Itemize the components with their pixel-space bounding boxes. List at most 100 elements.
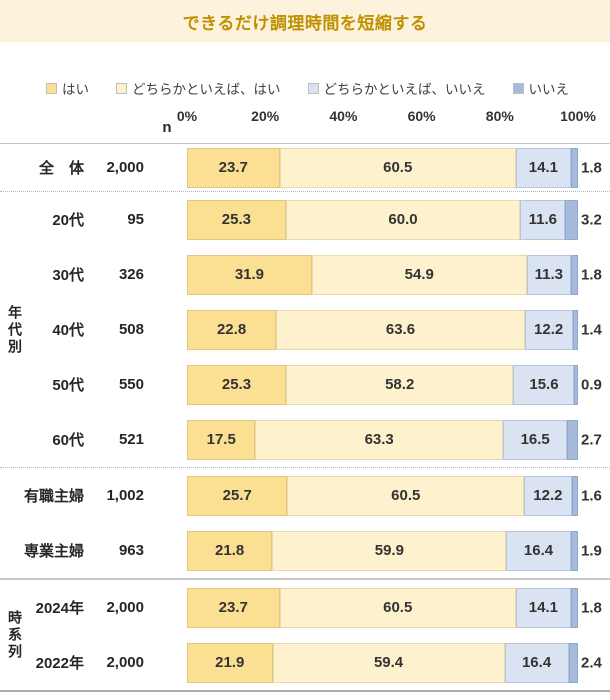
axis-tick-label: 80% [485, 108, 514, 124]
bar-segment: 23.7 [187, 147, 280, 188]
bar-segment: 22.8 [187, 309, 277, 350]
bar-value-label: 63.6 [385, 321, 416, 338]
bar-segment: 15.6 [513, 364, 575, 405]
bar-value-label: 16.4 [521, 654, 552, 671]
bar-value-label-outside: 2.7 [581, 431, 602, 448]
bar-segment: 16.4 [506, 530, 571, 571]
chart-title-bar: できるだけ調理時間を短縮する [0, 0, 610, 42]
legend-swatch-icon [307, 82, 319, 94]
stacked-bar: 31.9 54.9 11.3 1.8 [187, 254, 602, 295]
legend-item: どちらかといえば、はい [116, 78, 281, 98]
bar-segment: 23.7 [187, 587, 280, 628]
row-label: 専業主婦 [23, 543, 84, 560]
bar-value-label-outside: 1.4 [581, 321, 602, 338]
chart-row: 30代 326 31.9 54.9 11.3 1.8 [0, 247, 610, 302]
axis-tick-label: 100% [560, 108, 596, 124]
stacked-bar: 25.3 60.0 11.6 3.2 [187, 199, 602, 240]
bar-segment: 59.4 [272, 642, 505, 683]
bar-segment: 60.5 [279, 587, 516, 628]
row-group: 年代別 20代 95 25.3 60.0 11.6 3.2 30代 326 31.9 54.9 11.… [0, 192, 610, 468]
bar-value-label-outside: 2.4 [581, 654, 602, 671]
bar-segment: 58.2 [285, 364, 514, 405]
bar-value-label: 22.8 [216, 321, 247, 338]
bar-value-label: 54.9 [404, 266, 434, 283]
row-label: 40代 [52, 322, 84, 339]
row-group: 時系列 2024年 2,000 23.7 60.5 14.1 1.8 2022年 2,000 21… [0, 580, 610, 690]
row-label: 50代 [52, 377, 84, 394]
bar-segment: 21.8 [187, 530, 273, 571]
row-n-value: 2,000 [106, 599, 144, 616]
bar-segment [565, 199, 578, 240]
bar-segment: 21.9 [187, 642, 273, 683]
stacked-bar: 23.7 60.5 14.1 1.8 [187, 587, 602, 628]
row-group: 有職主婦 1,002 25.7 60.5 12.2 1.6 専業主婦 963 21.8 59.9 1… [0, 468, 610, 580]
row-label: 2022年 [35, 655, 84, 672]
row-label: 60代 [52, 432, 84, 449]
bar-value-label: 21.9 [215, 654, 245, 671]
row-label: 20代 [52, 212, 84, 229]
bar-segment [568, 642, 578, 683]
stacked-bar: 21.8 59.9 16.4 1.9 [187, 530, 602, 571]
chart-title: できるだけ調理時間を短縮する [182, 13, 428, 33]
bar-value-label: 60.5 [383, 159, 413, 176]
bar-value-label: 60.5 [391, 487, 421, 504]
bar-segment: 12.2 [524, 475, 572, 516]
row-n-value: 963 [118, 542, 144, 559]
bar-segment: 16.5 [502, 419, 568, 460]
bar-value-label: 60.5 [383, 599, 413, 616]
bar-segment: 25.3 [187, 199, 286, 240]
legend-label: はい [62, 82, 89, 97]
bar-value-label: 25.3 [221, 211, 251, 228]
bar-value-label: 15.6 [529, 376, 559, 393]
bar-value-label-outside: 3.2 [581, 211, 602, 228]
row-n-value: 326 [118, 266, 144, 283]
bar-value-label: 25.3 [221, 376, 252, 393]
stacked-bar: 22.8 63.6 12.2 1.4 [187, 309, 602, 350]
row-label: 全 体 [38, 160, 84, 177]
bar-value-label: 23.7 [218, 159, 248, 176]
bar-segment [571, 475, 578, 516]
row-label: 30代 [52, 267, 84, 284]
row-label: 2024年 [35, 600, 84, 617]
bar-value-label-outside: 1.9 [581, 542, 602, 559]
row-group: 全 体 2,000 23.7 60.5 14.1 1.8 [0, 144, 610, 192]
bar-segment: 14.1 [515, 587, 571, 628]
bar-segment: 59.9 [272, 530, 507, 571]
stacked-bar: 21.9 59.4 16.4 2.4 [187, 642, 602, 683]
bar-segment: 60.5 [279, 147, 516, 188]
bar-segment [567, 419, 578, 460]
chart-row: 20代 95 25.3 60.0 11.6 3.2 [0, 192, 610, 247]
bar-segment [574, 364, 578, 405]
bar-value-label-outside: 1.8 [581, 159, 602, 176]
bar-segment [570, 530, 578, 571]
chart-row: 2022年 2,000 21.9 59.4 16.4 2.4 [0, 635, 610, 690]
chart-row: 50代 550 25.3 58.2 15.6 0.9 [0, 357, 610, 412]
row-n-value: 508 [118, 321, 144, 338]
bar-value-label-outside: 1.8 [581, 266, 602, 283]
bar-segment: 17.5 [187, 419, 256, 460]
bar-segment: 31.9 [187, 254, 312, 295]
chart-row: 専業主婦 963 21.8 59.9 16.4 1.9 [0, 523, 610, 578]
bar-value-label: 59.9 [374, 542, 404, 559]
chart-row: 60代 521 17.5 63.3 16.5 2.7 [0, 412, 610, 467]
legend-label: どちらかといえば、いいえ [323, 82, 486, 97]
row-label: 有職主婦 [23, 488, 84, 505]
bar-segment: 60.0 [285, 199, 521, 240]
legend-label: いいえ [528, 82, 570, 97]
bar-value-label: 11.3 [534, 266, 563, 283]
row-n-value: 2,000 [106, 159, 144, 176]
row-n-value: 550 [118, 376, 144, 393]
plot: 全 体 2,000 23.7 60.5 14.1 1.8 年代別 20代 95 25.3 60.0 1… [0, 143, 610, 692]
bar-segment: 12.2 [524, 309, 573, 350]
legend-item: いいえ [512, 78, 570, 98]
bar-segment: 60.5 [287, 475, 525, 516]
bar-segment: 16.4 [504, 642, 569, 683]
chart-row: 40代 508 22.8 63.6 12.2 1.4 [0, 302, 610, 357]
legend-item: どちらかといえば、いいえ [307, 78, 486, 98]
axis-tick-label: 60% [407, 108, 436, 124]
bar-segment: 25.7 [187, 475, 288, 516]
axis-ticks: 0% 20% 40% 60% 80% 100% [0, 108, 610, 128]
group-label: 時系列 [8, 609, 22, 660]
bar-value-label: 14.1 [528, 159, 558, 176]
bar-value-label: 58.2 [385, 376, 415, 393]
